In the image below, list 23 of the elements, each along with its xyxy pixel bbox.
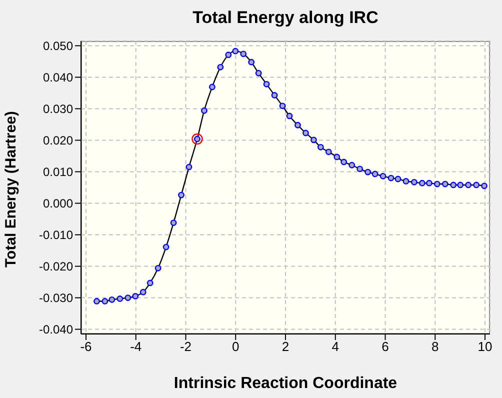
y-tick-label: 0.040 <box>42 70 74 84</box>
y-tick-label: -0.030 <box>38 291 74 306</box>
y-tick-label: 0.050 <box>42 38 74 53</box>
x-tick-label: 4 <box>332 339 339 354</box>
point <box>192 133 203 145</box>
y-tick-label: -0.010 <box>38 228 74 242</box>
x-tick-label: 0 <box>232 339 240 354</box>
x-tick-label: -2 <box>180 339 192 354</box>
x-tick-label: 8 <box>432 339 439 354</box>
y-axis-title: Total Energy (Hartree) <box>2 111 20 268</box>
x-tick-label: -4 <box>130 339 142 354</box>
y-tick-label: 0.010 <box>42 165 74 180</box>
x-tick-label: -6 <box>80 339 92 354</box>
y-tick-label: 0.020 <box>42 134 74 148</box>
y-tick-label: -0.040 <box>38 322 74 337</box>
y-tick-label: -0.020 <box>38 260 74 274</box>
x-tick-label: 2 <box>282 339 290 354</box>
y-tick-label: 0.030 <box>42 102 74 116</box>
x-tick-label: 6 <box>382 339 389 354</box>
chart-title: Total Energy along IRC <box>192 8 380 28</box>
x-tick-label: 10 <box>478 339 492 354</box>
y-tick-label: 0.000 <box>42 196 74 211</box>
x-axis-title: Intrinsic Reaction Coordinate <box>174 375 398 392</box>
